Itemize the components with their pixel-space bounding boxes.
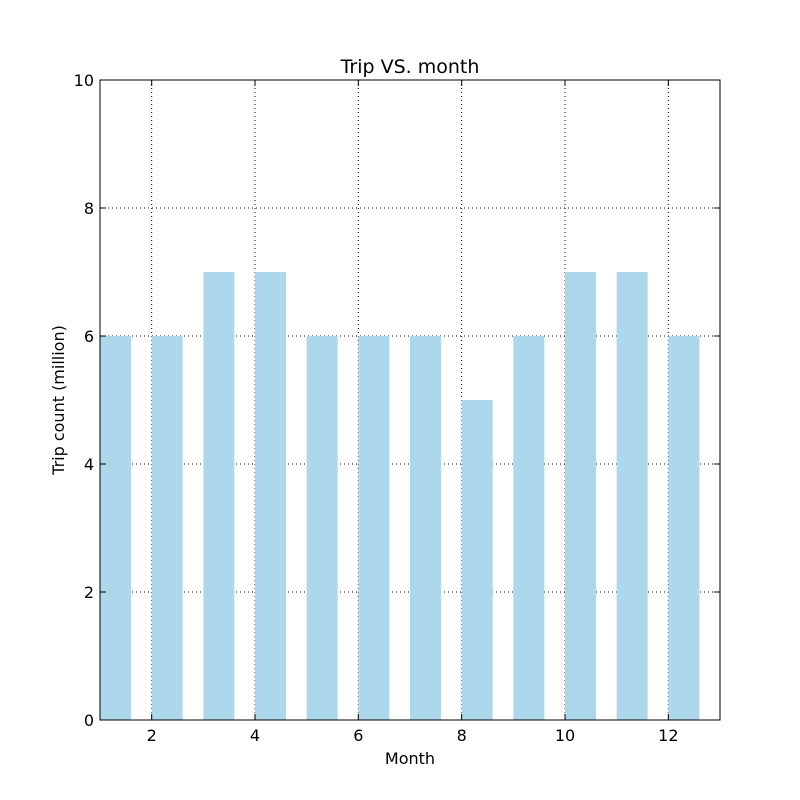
y-tick-label: 8 [84, 199, 94, 218]
tick-labels: 2 4 6 8 10 12 0 2 4 6 8 10 [74, 71, 679, 745]
bar-month-2 [151, 336, 183, 720]
bar-month-10 [565, 272, 596, 720]
axis-ticks [100, 79, 720, 721]
bar-month-6 [358, 336, 390, 720]
x-tick-label: 10 [555, 726, 575, 745]
x-tick-label: 2 [147, 726, 157, 745]
x-axis-label: Month [385, 749, 435, 768]
bars [100, 272, 700, 720]
bar-month-5 [306, 336, 338, 720]
x-tick-label: 8 [457, 726, 467, 745]
y-tick-label: 0 [84, 711, 94, 730]
bar-month-8 [461, 400, 493, 720]
bar-month-4 [255, 272, 286, 720]
x-tick-label: 4 [250, 726, 260, 745]
y-tick-label: 10 [74, 71, 94, 90]
y-axis-label: Trip count (million) [49, 325, 68, 476]
chart-title: Trip VS. month [340, 56, 480, 78]
bar-month-7 [410, 336, 441, 720]
y-tick-label: 6 [84, 327, 94, 346]
bar-month-3 [203, 272, 235, 720]
bar-month-11 [616, 272, 648, 720]
bar-month-9 [513, 336, 545, 720]
bar-month-12 [668, 336, 700, 720]
y-tick-label: 2 [84, 583, 94, 602]
bar-month-1 [100, 336, 131, 720]
plot-frame [99, 79, 721, 721]
x-tick-label: 12 [658, 726, 678, 745]
x-tick-label: 6 [353, 726, 363, 745]
y-tick-label: 4 [84, 455, 94, 474]
